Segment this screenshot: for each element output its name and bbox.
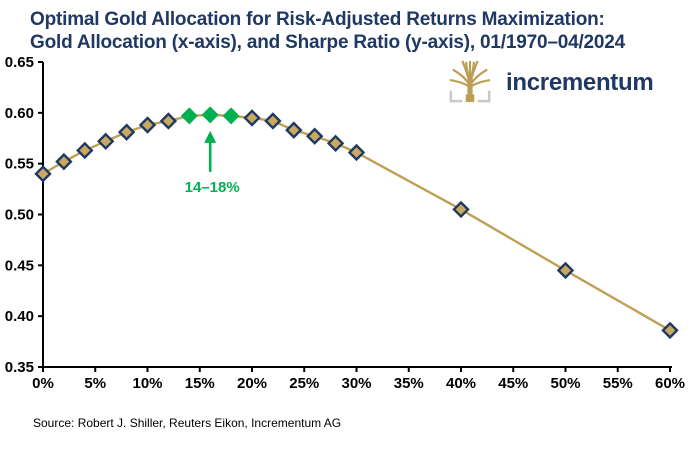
title-line-1: Optimal Gold Allocation for Risk-Adjuste… bbox=[30, 9, 605, 30]
svg-text:10%: 10% bbox=[132, 375, 162, 392]
svg-text:40%: 40% bbox=[446, 375, 476, 392]
svg-text:0.55: 0.55 bbox=[5, 156, 34, 173]
svg-text:0.65: 0.65 bbox=[5, 54, 34, 71]
svg-text:55%: 55% bbox=[603, 375, 633, 392]
svg-text:50%: 50% bbox=[550, 375, 580, 392]
svg-text:30%: 30% bbox=[341, 375, 371, 392]
svg-text:0.35: 0.35 bbox=[5, 359, 34, 376]
svg-text:5%: 5% bbox=[84, 375, 106, 392]
svg-text:60%: 60% bbox=[655, 375, 685, 392]
svg-text:0.40: 0.40 bbox=[5, 308, 34, 325]
svg-text:0.60: 0.60 bbox=[5, 105, 34, 122]
svg-text:0%: 0% bbox=[32, 375, 54, 392]
incrementum-logo: incrementum bbox=[448, 58, 654, 109]
svg-text:25%: 25% bbox=[289, 375, 319, 392]
svg-text:45%: 45% bbox=[498, 375, 528, 392]
svg-text:20%: 20% bbox=[237, 375, 267, 392]
page-title: Optimal Gold Allocation for Risk-Adjuste… bbox=[30, 8, 670, 54]
gold-tree-icon bbox=[448, 58, 492, 109]
svg-text:14–18%: 14–18% bbox=[185, 179, 240, 196]
logo-text: incrementum bbox=[506, 69, 654, 96]
svg-text:35%: 35% bbox=[394, 375, 424, 392]
svg-text:0.50: 0.50 bbox=[5, 207, 34, 224]
svg-text:0.45: 0.45 bbox=[5, 257, 34, 274]
title-line-2: Gold Allocation (x-axis), and Sharpe Rat… bbox=[30, 32, 625, 53]
source-text: Source: Robert J. Shiller, Reuters Eikon… bbox=[33, 416, 342, 430]
svg-text:15%: 15% bbox=[185, 375, 215, 392]
